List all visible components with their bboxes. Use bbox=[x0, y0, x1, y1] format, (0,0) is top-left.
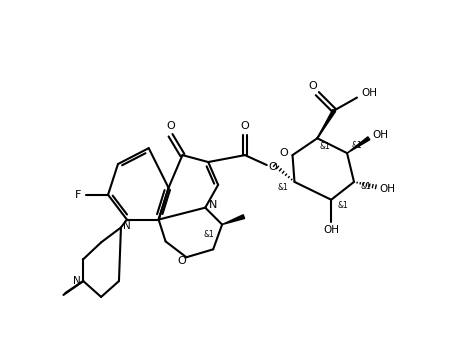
Text: OH: OH bbox=[361, 88, 377, 98]
Text: &1: &1 bbox=[320, 142, 331, 151]
Text: OH: OH bbox=[323, 225, 339, 236]
Text: &1: &1 bbox=[204, 230, 215, 239]
Text: O: O bbox=[308, 81, 317, 91]
Text: O: O bbox=[177, 256, 186, 266]
Text: N: N bbox=[209, 200, 217, 210]
Text: O: O bbox=[166, 121, 175, 131]
Polygon shape bbox=[222, 215, 245, 224]
Text: N: N bbox=[74, 276, 81, 286]
Polygon shape bbox=[318, 110, 336, 138]
Text: &1: &1 bbox=[361, 182, 371, 191]
Text: OH: OH bbox=[380, 184, 396, 194]
Text: &1: &1 bbox=[338, 201, 348, 210]
Polygon shape bbox=[347, 137, 370, 153]
Text: O: O bbox=[241, 121, 250, 131]
Text: O: O bbox=[279, 148, 288, 158]
Text: OH: OH bbox=[373, 130, 389, 140]
Text: N: N bbox=[123, 220, 131, 231]
Text: &1: &1 bbox=[277, 183, 288, 192]
Text: O: O bbox=[268, 162, 277, 172]
Text: F: F bbox=[75, 190, 82, 200]
Text: &1: &1 bbox=[352, 141, 363, 150]
